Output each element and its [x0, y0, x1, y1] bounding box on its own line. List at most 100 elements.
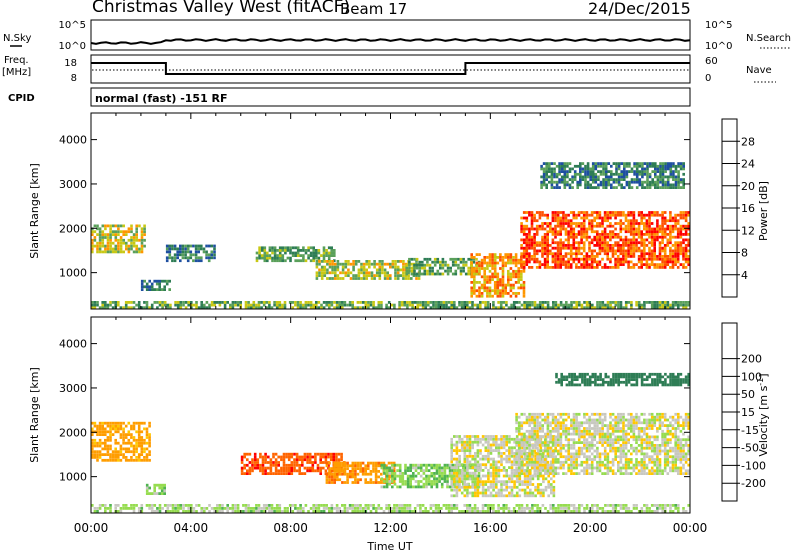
velocity-cell	[477, 486, 480, 489]
power-cell	[408, 270, 411, 273]
velocity-cell	[500, 480, 503, 483]
velocity-cell	[104, 448, 107, 451]
power-cell	[336, 301, 339, 304]
velocity-cell	[423, 472, 426, 475]
velocity-cell	[505, 469, 508, 472]
power-cell	[351, 301, 354, 304]
power-cell	[651, 304, 654, 307]
velocity-cell	[128, 433, 131, 436]
power-cell	[669, 225, 672, 228]
power-cell	[465, 264, 468, 267]
velocity-cell	[534, 421, 537, 424]
velocity-cell	[526, 461, 529, 464]
velocity-cell	[158, 492, 161, 495]
velocity-cell	[477, 452, 480, 455]
power-cell	[654, 170, 657, 173]
power-cell	[421, 264, 424, 267]
power-cell	[582, 176, 585, 179]
power-cell	[672, 250, 675, 253]
velocity-scatter-layer	[91, 373, 690, 516]
power-cell	[554, 228, 557, 231]
velocity-cell	[549, 438, 552, 441]
power-cell	[559, 266, 562, 269]
velocity-cell	[246, 453, 249, 456]
velocity-cell	[464, 458, 467, 461]
velocity-cell	[114, 453, 117, 456]
power-cell	[494, 256, 497, 259]
power-cell	[528, 258, 531, 261]
power-cell	[646, 168, 649, 171]
power-cell	[667, 244, 670, 247]
power-cell	[605, 173, 608, 176]
power-cell	[115, 251, 118, 254]
power-cell	[682, 250, 685, 253]
power-cell	[541, 244, 544, 247]
power-cell	[628, 301, 631, 304]
power-cell	[279, 259, 282, 262]
power-cell	[565, 255, 568, 258]
power-cell	[261, 249, 264, 252]
power-cell	[580, 233, 583, 236]
nsky-frame	[91, 20, 690, 50]
power-cell	[182, 304, 185, 307]
power-cell	[455, 264, 458, 267]
power-cell	[279, 301, 282, 304]
power-cell	[625, 217, 628, 220]
power-cell	[494, 287, 497, 290]
velocity-cell	[469, 455, 472, 458]
power-cell	[158, 288, 161, 291]
velocity-cell	[560, 424, 563, 427]
power-cell	[141, 283, 144, 286]
velocity-cell	[386, 486, 389, 489]
power-cell	[517, 287, 520, 290]
power-cell	[507, 281, 510, 284]
velocity-cell	[344, 481, 347, 484]
velocity-cell	[524, 494, 527, 497]
velocity-cell	[128, 422, 131, 425]
velocity-cell	[544, 472, 547, 475]
velocity-cell	[417, 467, 420, 470]
power-cell	[544, 214, 547, 217]
power-cell	[439, 264, 442, 267]
velocity-cell	[354, 473, 357, 476]
velocity-cell	[492, 441, 495, 444]
velocity-cell	[372, 481, 375, 484]
power-cell	[648, 263, 651, 266]
power-cell	[546, 266, 549, 269]
power-cell	[491, 256, 494, 259]
velocity-cell	[534, 424, 537, 427]
power-cell	[586, 261, 589, 264]
power-cell	[101, 301, 104, 304]
velocity-cell	[490, 475, 493, 478]
power-cell	[564, 162, 567, 165]
power-cell	[294, 301, 297, 304]
power-cell	[478, 273, 481, 276]
velocity-cell	[469, 486, 472, 489]
velocity-cell	[557, 436, 560, 439]
power-cell	[614, 241, 617, 244]
power-cell	[439, 273, 442, 276]
power-cell	[287, 249, 290, 252]
power-cell	[609, 244, 612, 247]
power-cell	[389, 277, 392, 280]
velocity-cell	[565, 472, 568, 475]
power-cell	[363, 269, 366, 272]
velocity-cell	[513, 494, 516, 497]
power-cell	[457, 258, 460, 261]
velocity-cell	[409, 469, 412, 472]
velocity-cell	[466, 455, 469, 458]
velocity-cell	[425, 475, 428, 478]
velocity-cell	[138, 422, 141, 425]
velocity-cell	[518, 427, 521, 430]
power-cell	[622, 261, 625, 264]
power-cell	[135, 239, 138, 242]
velocity-cell	[526, 469, 529, 472]
power-cell	[168, 280, 171, 283]
power-cell	[625, 219, 628, 222]
power-cell	[211, 253, 214, 256]
velocity-cell	[466, 458, 469, 461]
velocity-cell	[101, 448, 104, 451]
power-cell	[636, 178, 639, 181]
power-cell	[595, 165, 598, 168]
velocity-cell	[479, 463, 482, 466]
